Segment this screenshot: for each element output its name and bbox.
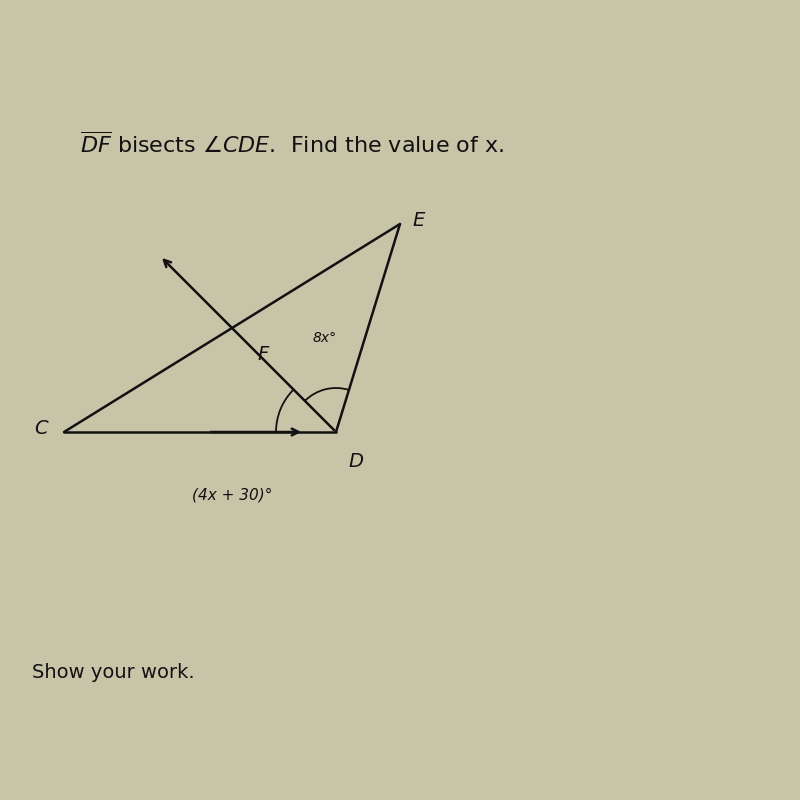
Text: C: C [34, 418, 48, 438]
Text: D: D [348, 452, 363, 471]
Text: 8x°: 8x° [313, 331, 337, 345]
Text: F: F [258, 346, 269, 365]
Text: $\overline{DF}$ bisects $\angle CDE$.  Find the value of x.: $\overline{DF}$ bisects $\angle CDE$. Fi… [80, 131, 504, 157]
Text: (4x + 30)°: (4x + 30)° [192, 488, 272, 503]
Text: E: E [412, 210, 424, 230]
Text: Show your work.: Show your work. [32, 662, 194, 682]
